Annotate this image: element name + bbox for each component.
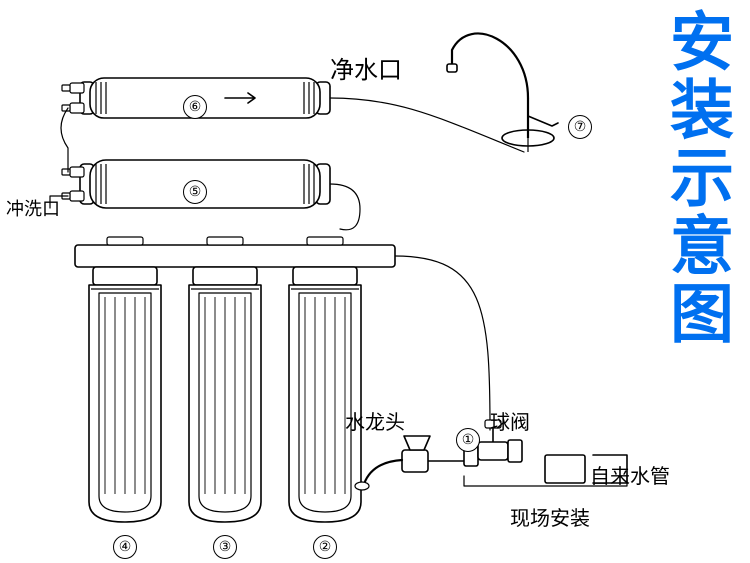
label-ball-valve: 球阀: [490, 406, 530, 435]
label-pure-water: 净水口: [330, 50, 402, 85]
label-faucet: 水龙头: [345, 406, 405, 435]
tag-1: ①: [456, 428, 480, 452]
tag-4: ④: [113, 535, 137, 559]
tag-6: ⑥: [183, 95, 207, 119]
diagram-stage: { "canvas":{"w":750,"h":563,"bg":"#fffff…: [0, 0, 750, 563]
tag-7: ⑦: [568, 115, 592, 139]
tag-5: ⑤: [183, 180, 207, 204]
label-onsite: 现场安装: [510, 502, 590, 531]
tag-3: ③: [213, 535, 237, 559]
label-flush-port: 冲洗口: [6, 195, 60, 221]
label-tap-pipe: 自来水管: [590, 460, 670, 489]
tag-2: ②: [313, 535, 337, 559]
